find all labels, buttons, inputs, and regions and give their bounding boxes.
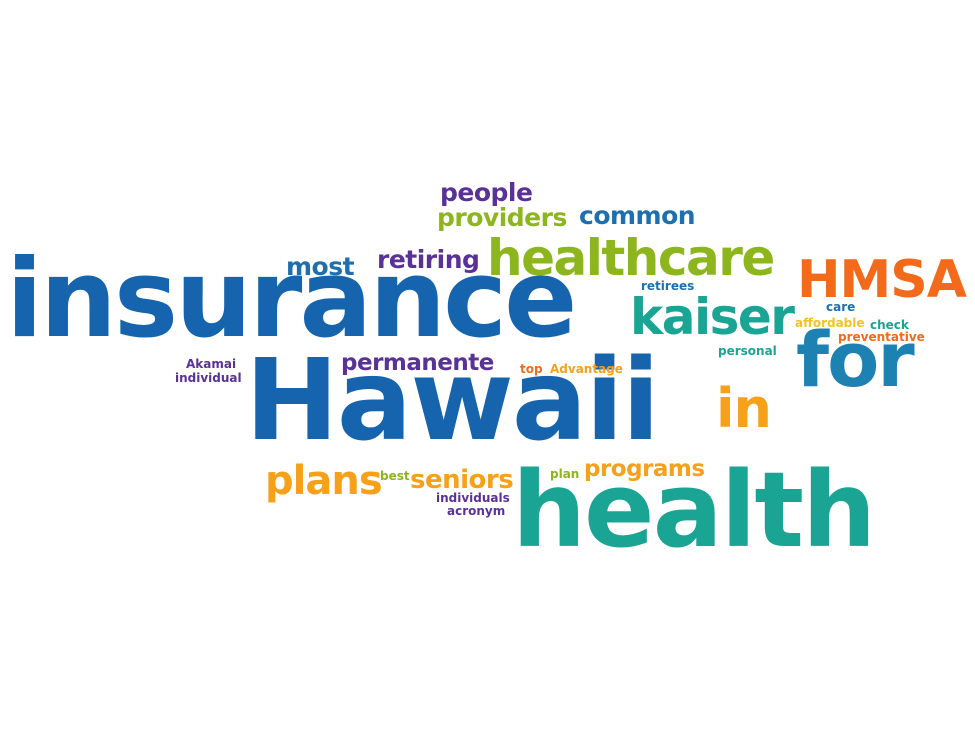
- word-insurance: insurance: [6, 237, 577, 362]
- word-permanente: permanente: [341, 350, 494, 376]
- word-affordable: affordable: [795, 316, 865, 330]
- word-retirees: retirees: [641, 279, 695, 293]
- word-programs: programs: [584, 456, 705, 482]
- word-in: in: [716, 377, 772, 440]
- word-seniors: seniors: [410, 465, 514, 495]
- word-individuals: individuals: [436, 491, 510, 505]
- word-individual: individual: [175, 371, 242, 385]
- word-retiring: retiring: [377, 245, 480, 274]
- word-plans: plans: [265, 458, 383, 504]
- word-care: care: [826, 300, 856, 314]
- word-healthcare: healthcare: [487, 229, 775, 287]
- word-most: most: [286, 252, 355, 281]
- word-providers: providers: [437, 203, 567, 232]
- word-hmsa: HMSA: [797, 250, 967, 310]
- word-personal: personal: [718, 344, 777, 358]
- word-akamai: Akamai: [186, 357, 237, 371]
- word-best: best: [380, 469, 410, 483]
- word-common: common: [579, 201, 696, 230]
- word-acronym: acronym: [447, 504, 506, 518]
- word-for: for: [796, 315, 915, 404]
- word-kaiser: kaiser: [630, 288, 795, 346]
- word-plan: plan: [550, 467, 580, 481]
- word-preventative: preventative: [838, 330, 925, 344]
- word-hawaii: Hawaii: [245, 336, 660, 466]
- word-advantage: Advantage: [550, 362, 623, 376]
- word-health: health: [512, 449, 876, 571]
- word-people: people: [440, 178, 533, 207]
- word-check: check: [870, 318, 909, 332]
- word-top: top: [520, 362, 543, 376]
